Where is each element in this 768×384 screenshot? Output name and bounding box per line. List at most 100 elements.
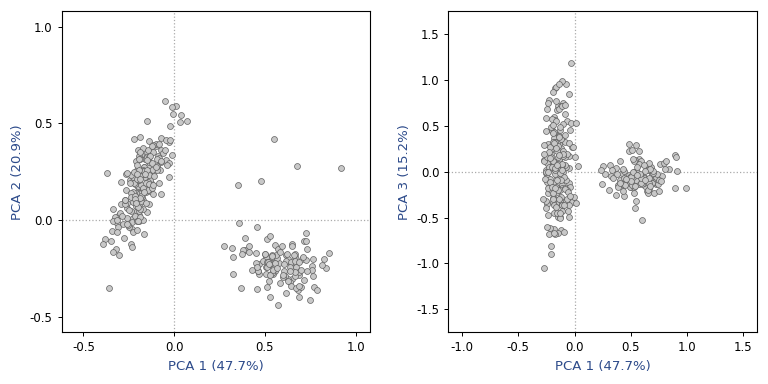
Point bbox=[551, 154, 564, 160]
Point bbox=[542, 169, 554, 175]
Point bbox=[653, 187, 665, 194]
Point bbox=[538, 142, 550, 148]
Point bbox=[271, 265, 283, 271]
Point bbox=[560, 164, 572, 170]
Point bbox=[274, 280, 286, 286]
Point bbox=[557, 151, 569, 157]
Point bbox=[549, 167, 561, 173]
Point bbox=[144, 153, 157, 159]
Point bbox=[567, 144, 579, 150]
Point bbox=[144, 188, 157, 194]
Point bbox=[541, 128, 553, 134]
Point bbox=[562, 208, 574, 214]
Point bbox=[545, 116, 558, 122]
Point bbox=[617, 187, 629, 194]
Point bbox=[258, 252, 270, 258]
Point bbox=[631, 172, 643, 178]
Point bbox=[541, 169, 553, 175]
Point bbox=[113, 252, 125, 258]
Point bbox=[545, 184, 558, 190]
Point bbox=[543, 149, 555, 155]
Point bbox=[121, 201, 133, 207]
Point bbox=[545, 251, 558, 257]
Point bbox=[137, 185, 149, 191]
Point bbox=[557, 100, 569, 106]
Point bbox=[298, 237, 310, 243]
Point bbox=[292, 287, 304, 293]
Point bbox=[160, 157, 172, 163]
Point bbox=[680, 185, 692, 191]
Point bbox=[624, 141, 636, 147]
Point bbox=[143, 180, 155, 187]
Point bbox=[617, 167, 630, 174]
Point bbox=[263, 278, 275, 284]
Point bbox=[143, 137, 155, 144]
Point bbox=[167, 111, 179, 118]
Point bbox=[141, 170, 154, 176]
Point bbox=[624, 178, 637, 184]
Point bbox=[557, 148, 569, 154]
Point bbox=[127, 229, 139, 235]
Point bbox=[617, 181, 629, 187]
Point bbox=[253, 271, 266, 277]
Point bbox=[541, 106, 553, 112]
Point bbox=[140, 200, 152, 206]
Point bbox=[551, 177, 564, 184]
Point bbox=[134, 214, 146, 220]
Point bbox=[260, 264, 272, 270]
Point bbox=[627, 169, 640, 175]
Point bbox=[643, 176, 655, 182]
Point bbox=[645, 164, 657, 170]
Point bbox=[554, 127, 566, 133]
Point bbox=[547, 196, 559, 202]
Point bbox=[250, 286, 263, 293]
Point bbox=[296, 284, 308, 290]
Point bbox=[537, 195, 549, 202]
Point bbox=[631, 197, 643, 204]
Point bbox=[562, 180, 574, 186]
Point bbox=[616, 170, 628, 177]
Point bbox=[547, 158, 559, 164]
Point bbox=[554, 169, 566, 175]
Point bbox=[260, 254, 272, 260]
Point bbox=[563, 202, 575, 208]
Point bbox=[561, 196, 574, 202]
Point bbox=[545, 187, 558, 193]
Point bbox=[109, 214, 121, 220]
Point bbox=[633, 156, 645, 162]
Point bbox=[111, 229, 124, 235]
Point bbox=[545, 127, 558, 133]
Point bbox=[139, 156, 151, 162]
Point bbox=[288, 269, 300, 275]
Point bbox=[594, 167, 607, 174]
Point bbox=[609, 165, 621, 171]
Point bbox=[656, 172, 668, 179]
Point bbox=[624, 180, 636, 186]
Point bbox=[140, 180, 152, 186]
Point bbox=[301, 246, 313, 252]
Point bbox=[558, 202, 571, 209]
Point bbox=[548, 171, 561, 177]
Point bbox=[295, 267, 307, 273]
Point bbox=[284, 264, 296, 270]
Point bbox=[552, 103, 564, 109]
Point bbox=[266, 253, 278, 259]
Point bbox=[145, 185, 157, 191]
Point bbox=[237, 247, 249, 253]
Point bbox=[538, 151, 551, 157]
Point bbox=[131, 218, 144, 224]
Point bbox=[132, 217, 144, 223]
Point bbox=[560, 81, 572, 87]
Point bbox=[117, 220, 129, 227]
Point bbox=[545, 151, 557, 157]
Point bbox=[650, 180, 663, 186]
Point bbox=[538, 157, 551, 163]
Point bbox=[542, 231, 554, 237]
Point bbox=[626, 182, 638, 188]
Point bbox=[300, 268, 313, 274]
Point bbox=[276, 274, 289, 280]
Point bbox=[559, 111, 571, 117]
X-axis label: PCA 1 (47.7%): PCA 1 (47.7%) bbox=[168, 360, 263, 373]
Point bbox=[154, 157, 166, 164]
Point bbox=[128, 195, 141, 202]
